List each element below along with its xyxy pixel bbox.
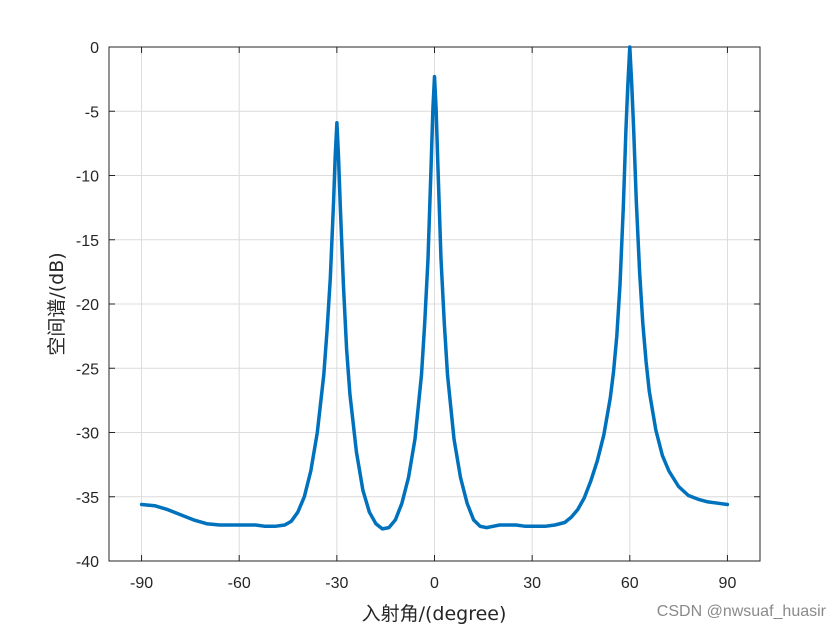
- x-tick-label: -90: [130, 575, 153, 592]
- grid-lines: [109, 46, 760, 562]
- y-tick-label: -10: [76, 169, 99, 186]
- x-axis-label: 入射角/(degree): [362, 603, 507, 625]
- y-tick-label: 0: [90, 40, 99, 57]
- y-tick-label: -40: [76, 554, 99, 571]
- y-tick-label: -30: [76, 426, 99, 443]
- x-tick-label: 90: [719, 575, 737, 592]
- x-tick-label: 0: [430, 575, 439, 592]
- x-tick-label: 60: [621, 575, 639, 592]
- y-tick-label: -35: [76, 490, 99, 507]
- spectrum-line: [139, 45, 730, 531]
- y-axis-label: 空间谱/(dB): [46, 252, 68, 355]
- x-tick-label: -60: [228, 575, 251, 592]
- x-tick-label: 30: [523, 575, 541, 592]
- y-tick-label: -5: [85, 104, 99, 121]
- watermark-text: CSDN @nwsuaf_huasir: [657, 603, 827, 620]
- y-tick-label: -15: [76, 233, 99, 250]
- x-tick-labels: -90 -60 -30 0 30 60 90: [130, 575, 736, 592]
- y-tick-label: -20: [76, 297, 99, 314]
- y-tick-label: -25: [76, 361, 99, 378]
- x-tick-label: -30: [325, 575, 348, 592]
- y-tick-labels: 0 -5 -10 -15 -20 -25 -30 -35 -40: [76, 40, 99, 571]
